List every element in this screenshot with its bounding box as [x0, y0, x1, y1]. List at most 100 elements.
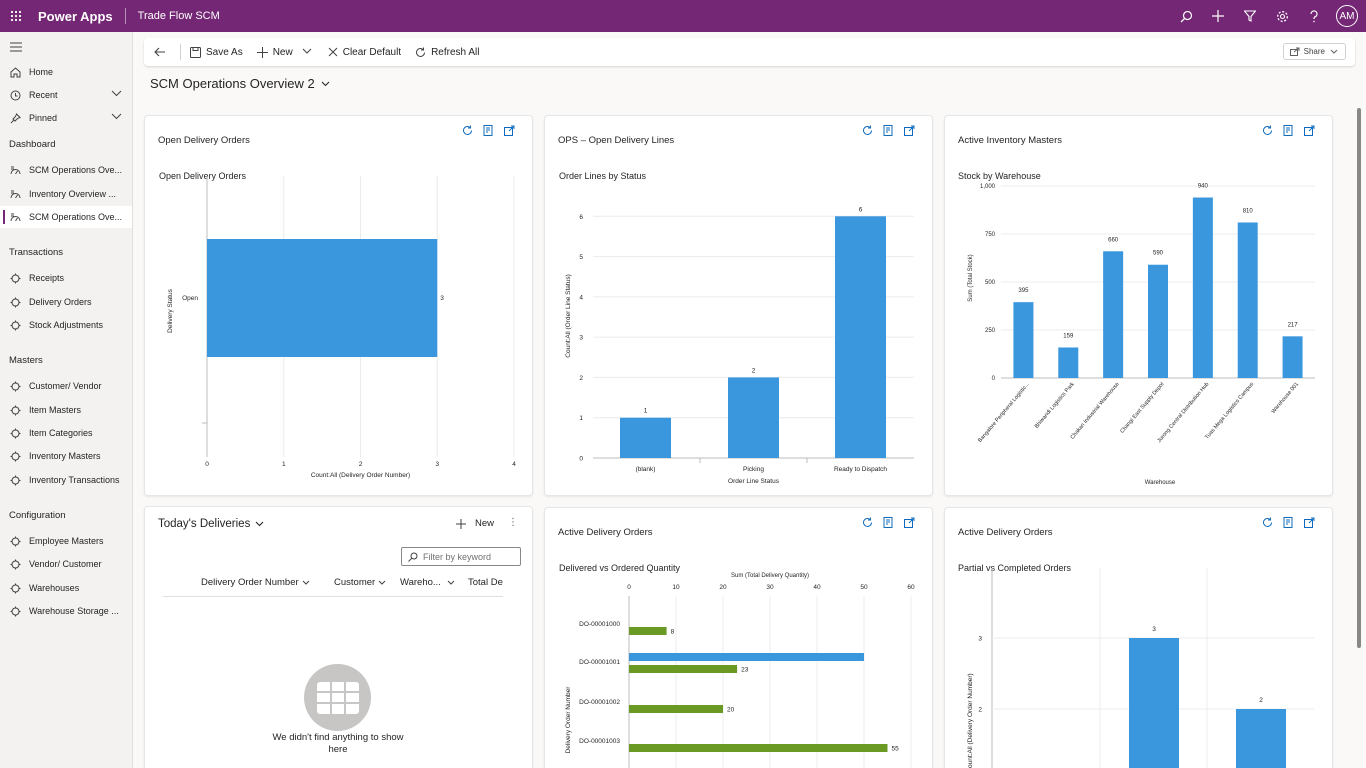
search-icon[interactable] [1170, 0, 1202, 32]
clear-default-button[interactable]: Clear Default [321, 38, 408, 66]
entity-icon [9, 558, 21, 570]
expand-chart-icon[interactable] [1299, 515, 1320, 529]
view-records-icon[interactable] [878, 123, 899, 137]
filter-by-keyword-input[interactable]: Filter by keyword [401, 547, 521, 566]
entity-icon [9, 404, 21, 416]
sidebar-item-warehouse-storage[interactable]: Warehouse Storage ... [0, 600, 132, 622]
sidebar-section-heading: Dashboard [9, 139, 56, 150]
bar-warehouse-3[interactable] [1148, 264, 1168, 378]
plus-icon[interactable] [1202, 0, 1234, 32]
entity-icon [9, 450, 21, 462]
share-button[interactable]: Share [1282, 43, 1346, 60]
entity-icon [9, 296, 21, 308]
brand-name[interactable]: Power Apps [38, 8, 113, 24]
x-tick-label: 2 [359, 461, 363, 468]
column-header-delivery-order-number[interactable]: Delivery Order Number [201, 577, 310, 588]
bar-warehouse-5[interactable] [1237, 222, 1258, 378]
chevron-down-icon[interactable] [111, 112, 122, 122]
bar-data-label: 590 [1153, 251, 1164, 257]
sidebar-item-warehouses[interactable]: Warehouses [0, 577, 132, 599]
new-button[interactable]: New [250, 38, 321, 66]
bar-series1-do-00001000[interactable] [629, 627, 667, 635]
sidebar-item-pinned[interactable]: Pinned [0, 107, 132, 129]
view-records-icon[interactable] [478, 123, 499, 137]
filter-icon[interactable] [1234, 0, 1266, 32]
sidebar-item-scm-operations-ove[interactable]: SCM Operations Ove... [0, 206, 132, 228]
bar-warehouse-2[interactable] [1103, 251, 1124, 378]
sidebar-item-inventory-overview[interactable]: Inventory Overview ... [0, 183, 132, 205]
bar-series1-do-00001001[interactable] [629, 665, 738, 673]
page-scrollbar[interactable] [1357, 108, 1361, 648]
user-avatar[interactable]: AM [1336, 5, 1358, 27]
bar-ready-to-dispatch[interactable] [835, 216, 886, 458]
expand-chart-icon[interactable] [899, 123, 920, 137]
refresh-icon[interactable] [857, 515, 878, 529]
sidebar-item-scm-operations-ove[interactable]: SCM Operations Ove... [0, 159, 132, 181]
bar-open[interactable] [207, 239, 438, 357]
sidebar-item-stock-adjustments[interactable]: Stock Adjustments [0, 314, 132, 336]
dashboard-title: SCM Operations Overview 2 [150, 76, 315, 91]
sidebar-item-employee-masters[interactable]: Employee Masters [0, 530, 132, 552]
y-tick-label: 1 [579, 415, 583, 422]
bar--blank-[interactable] [620, 417, 671, 458]
bar-order-status-0[interactable] [1129, 638, 1179, 768]
column-header-customer[interactable]: Customer [334, 577, 386, 588]
bar-warehouse-4[interactable] [1192, 197, 1213, 378]
bar-picking[interactable] [728, 377, 779, 458]
sidebar-item-delivery-orders[interactable]: Delivery Orders [0, 291, 132, 313]
sidebar-item-customer-vendor[interactable]: Customer/ Vendor [0, 375, 132, 397]
sidebar-item-item-masters[interactable]: Item Masters [0, 399, 132, 421]
bar-data-label: 395 [1018, 288, 1029, 294]
view-records-icon[interactable] [1278, 515, 1299, 529]
bar-warehouse-1[interactable] [1058, 347, 1079, 378]
expand-chart-icon[interactable] [899, 515, 920, 529]
sidebar-item-item-categories[interactable]: Item Categories [0, 422, 132, 444]
bar-data-label: 217 [1288, 322, 1299, 328]
bar-series1-do-00001003[interactable] [629, 744, 888, 752]
gear-icon[interactable] [1266, 0, 1298, 32]
refresh-icon[interactable] [1257, 515, 1278, 529]
sidebar-section-heading: Masters [9, 355, 43, 366]
bar-series1-do-00001002[interactable] [629, 705, 723, 713]
y-tick-label: 2 [978, 707, 982, 714]
sidebar-item-inventory-masters[interactable]: Inventory Masters [0, 445, 132, 467]
sidebar-item-recent[interactable]: Recent [0, 84, 132, 106]
refresh-icon[interactable] [1257, 123, 1278, 137]
active-inventory-masters-card: Active Inventory Masters Stock by Warehou… [944, 115, 1333, 496]
chevron-down-icon[interactable] [298, 48, 314, 56]
more-options-icon[interactable]: ⋮ [508, 517, 518, 528]
bar-warehouse-0[interactable] [1013, 302, 1034, 378]
bar-order-status-1[interactable] [1236, 709, 1286, 768]
sidebar-item-receipts[interactable]: Receipts [0, 267, 132, 289]
bar-warehouse-6[interactable] [1282, 336, 1303, 378]
back-button[interactable] [144, 38, 178, 66]
sidebar-item-vendor-customer[interactable]: Vendor/ Customer [0, 553, 132, 575]
grid-new-button[interactable]: New [455, 518, 494, 529]
chevron-down-icon[interactable] [111, 89, 122, 99]
sidebar-item-label: Customer/ Vendor [29, 381, 102, 391]
expand-chart-icon[interactable] [499, 123, 520, 137]
chart-canvas: Order Lines by Status 0 1 2 3 4 5 6 1 (blank) 2 Pic… [559, 171, 914, 485]
refresh-all-button[interactable]: Refresh All [408, 38, 486, 66]
bar-data-label: 3 [440, 295, 444, 302]
help-icon[interactable] [1298, 0, 1330, 32]
todays-deliveries-card: Today's Deliveries New ⋮ Filter by keywo… [144, 506, 533, 768]
view-selector[interactable]: Today's Deliveries [158, 518, 264, 530]
column-header-warehouse[interactable]: Wareho... [400, 577, 455, 588]
sidebar-item-inventory-transactions[interactable]: Inventory Transactions [0, 469, 132, 491]
app-name[interactable]: Trade Flow SCM [137, 10, 220, 22]
save-as-button[interactable]: Save As [183, 38, 250, 66]
view-records-icon[interactable] [878, 515, 899, 529]
view-records-icon[interactable] [1278, 123, 1299, 137]
dashboard-selector[interactable]: SCM Operations Overview 2 [150, 76, 330, 91]
sidebar-item-home[interactable]: Home [0, 61, 132, 83]
refresh-icon[interactable] [457, 123, 478, 137]
refresh-icon[interactable] [857, 123, 878, 137]
expand-chart-icon[interactable] [1299, 123, 1320, 137]
column-header-total-delivery[interactable]: Total De [468, 577, 505, 588]
bar-data-label: 810 [1243, 208, 1254, 214]
bar-series0-do-00001001[interactable] [629, 653, 864, 661]
app-launcher-icon[interactable] [0, 0, 32, 32]
hamburger-menu-icon[interactable] [10, 42, 22, 54]
entity-icon [9, 380, 21, 392]
